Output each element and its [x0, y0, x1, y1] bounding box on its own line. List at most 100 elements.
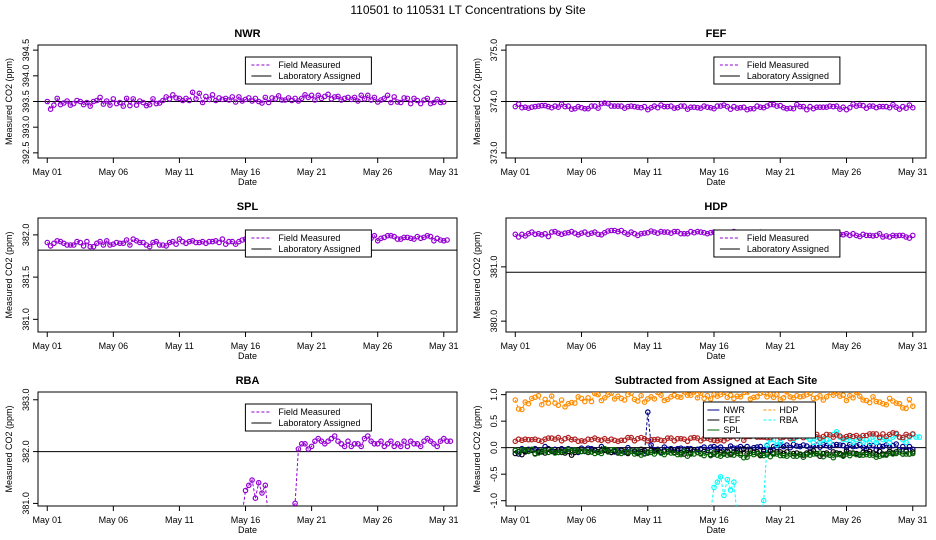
data-point: [447, 438, 454, 445]
plot-content: [38, 433, 457, 536]
data-point: [909, 403, 916, 410]
data-point: [793, 392, 800, 399]
x-tick-label: May 26: [363, 167, 393, 177]
data-point: [67, 242, 74, 248]
data-point: [437, 237, 444, 243]
data-point: [555, 230, 562, 237]
data-point: [840, 392, 847, 399]
data-point: [830, 454, 837, 461]
x-axis-label: Date: [238, 525, 257, 535]
data-point: [120, 240, 127, 247]
data-point: [714, 448, 721, 455]
data-point: [232, 99, 239, 105]
panel-rba: RBA May 01 May 06 May 11 May 16 May 21 May 26 M…: [4, 375, 459, 536]
data-point: [886, 104, 893, 111]
y-tick-label: 381.0: [489, 256, 499, 279]
data-point: [431, 440, 437, 447]
data-point: [538, 448, 545, 454]
data-point: [615, 449, 621, 456]
x-tick-label: May 26: [832, 341, 862, 351]
series-line: [514, 392, 914, 411]
y-tick-label: 394.5: [21, 39, 31, 62]
data-point: [219, 236, 226, 242]
y-tick-label: 0.5: [489, 415, 499, 428]
data-point: [84, 99, 90, 106]
data-point: [384, 440, 391, 447]
data-point: [687, 435, 694, 441]
data-point: [259, 100, 265, 106]
data-point: [394, 99, 401, 105]
data-point: [856, 451, 863, 458]
data-point: [827, 392, 833, 396]
data-point: [427, 438, 434, 445]
data-point: [899, 434, 906, 441]
data-point: [427, 233, 434, 240]
data-point: [64, 98, 70, 104]
data-point: [203, 93, 209, 100]
series-line: [515, 447, 913, 459]
data-point: [601, 100, 608, 106]
plot-frame: [505, 217, 927, 333]
data-point: [737, 104, 744, 111]
data-point: [266, 517, 270, 521]
data-point: [150, 96, 156, 102]
data-point: [707, 104, 714, 111]
data-point: [94, 97, 100, 104]
data-point: [698, 392, 704, 396]
data-point: [163, 243, 170, 249]
data-point: [909, 431, 916, 437]
data-point: [335, 438, 341, 445]
data-point: [535, 103, 542, 109]
series-line: [514, 102, 914, 111]
data-point: [545, 400, 552, 406]
data-point: [886, 395, 893, 402]
data-point: [674, 451, 681, 458]
data-point: [800, 442, 807, 448]
data-point: [717, 473, 724, 480]
data-point: [827, 452, 833, 458]
data-point: [331, 433, 338, 439]
data-point: [906, 396, 913, 403]
data-point: [757, 443, 764, 450]
data-point: [308, 92, 315, 99]
data-point: [595, 436, 601, 443]
x-tick-label: May 16: [699, 515, 729, 525]
data-point: [512, 231, 519, 238]
x-tick-label: May 31: [898, 515, 928, 525]
data-point: [890, 451, 896, 457]
data-point: [143, 102, 150, 109]
data-point: [581, 448, 588, 454]
data-point: [681, 230, 688, 237]
data-point: [827, 103, 833, 109]
data-point: [866, 442, 873, 449]
data-point: [767, 101, 774, 108]
data-point: [823, 436, 830, 443]
data-point: [404, 95, 411, 102]
data-point: [903, 451, 909, 457]
data-point: [866, 452, 873, 458]
data-point: [113, 100, 120, 107]
data-point: [641, 103, 648, 110]
data-point: [608, 436, 615, 443]
data-point: [886, 450, 893, 456]
data-point: [678, 230, 684, 237]
series-field-measured: [44, 89, 447, 113]
data-point: [276, 532, 280, 536]
data-point: [691, 434, 697, 441]
data-point: [860, 231, 866, 238]
data-point: [315, 92, 322, 99]
data-point: [532, 436, 538, 443]
x-tick-label: May 31: [898, 341, 928, 351]
data-point: [833, 392, 840, 396]
data-point: [542, 436, 548, 443]
data-point: [601, 394, 608, 401]
data-point: [750, 394, 757, 401]
chart-panels: NWR May 01 May 06 May 11 May 16 May 21 May 26 M…: [4, 28, 928, 536]
data-point: [542, 102, 548, 109]
data-point: [634, 398, 641, 404]
y-axis-label: Measured CO2 (ppm): [472, 231, 482, 318]
data-point: [378, 438, 384, 445]
data-point: [290, 512, 294, 516]
data-point: [903, 405, 909, 412]
panel-title: RBA: [236, 375, 260, 387]
